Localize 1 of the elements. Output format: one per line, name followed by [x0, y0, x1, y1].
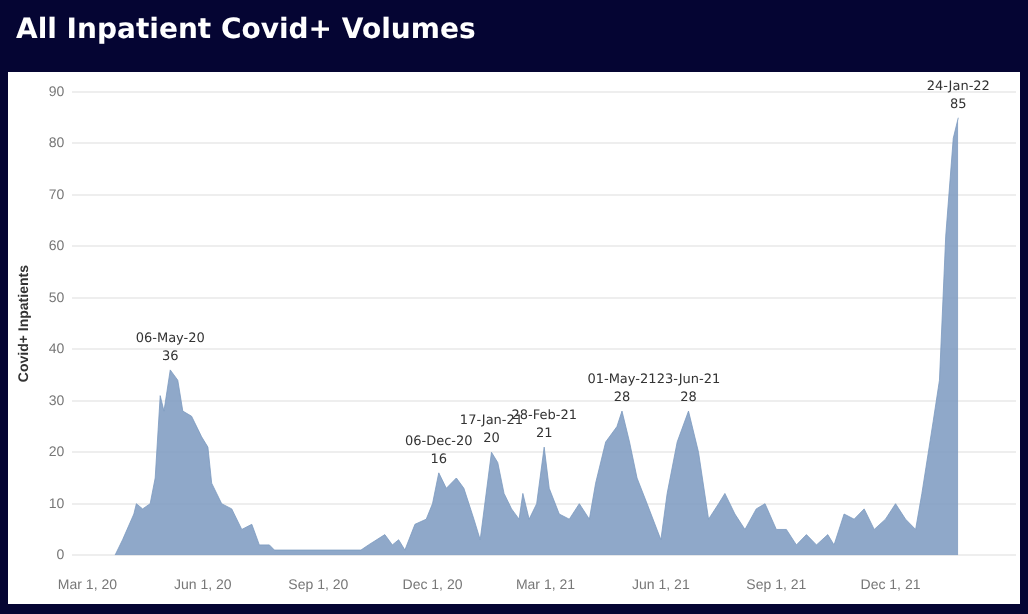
chart-title: All Inpatient Covid+ Volumes [14, 12, 478, 50]
